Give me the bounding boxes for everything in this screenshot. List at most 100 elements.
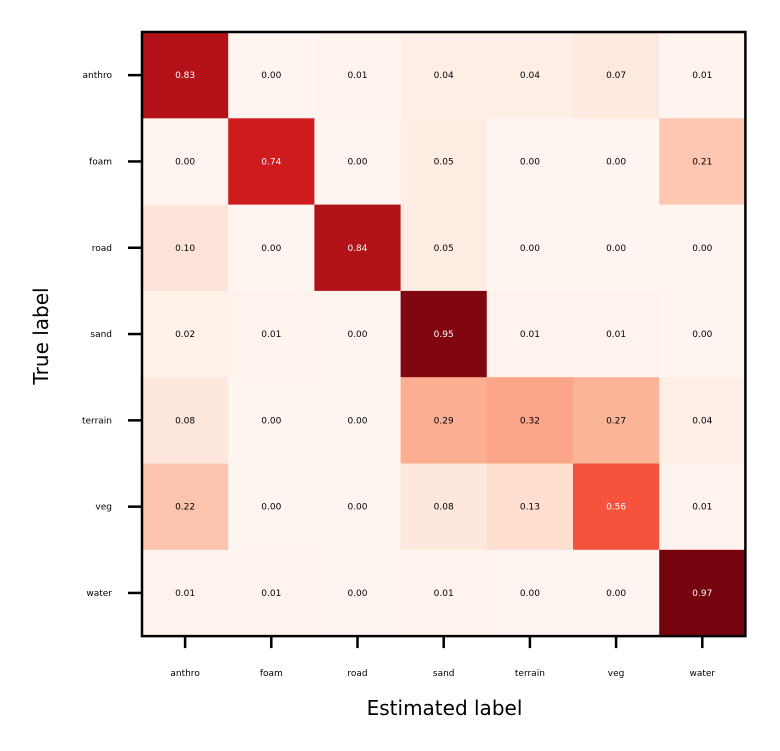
cell-value-label: 0.01 [606, 330, 626, 340]
x-axis-ticks: anthro foam road sand terrain veg water [170, 636, 715, 679]
heatmap-cell-terrain-sand [400, 377, 488, 465]
cell-value-label: 0.21 [692, 157, 712, 167]
cell-value-label: 0.00 [606, 589, 626, 599]
cell-value-label: 0.00 [692, 244, 712, 254]
y-tick-label: road [92, 244, 112, 254]
heatmap-cell-water-terrain [486, 549, 574, 637]
heatmap-cell-water-veg [573, 549, 660, 637]
cell-value-label: 0.00 [261, 416, 281, 426]
heatmap-cell-sand-water [659, 290, 746, 378]
x-tick-label: sand [433, 669, 455, 679]
x-tick-label: foam [260, 669, 283, 679]
heatmap-cell-road-veg [573, 204, 660, 292]
x-tick-label: water [689, 669, 715, 679]
cell-value-label: 0.00 [347, 330, 367, 340]
heatmap-cell-foam-terrain [486, 118, 574, 206]
cell-value-label: 0.00 [347, 157, 367, 167]
heatmap-cell-veg-sand [400, 463, 488, 551]
heatmap-cell-foam-sand [400, 118, 488, 206]
cell-value-label: 0.04 [520, 71, 540, 81]
heatmap-cell-terrain-road [314, 377, 402, 465]
heatmap-cell-veg-road [314, 463, 402, 551]
y-tick-label: sand [90, 330, 112, 340]
cell-value-label: 0.10 [175, 244, 195, 254]
cell-value-labels: 0.83 0.00 0.01 0.04 0.04 0.07 0.01 0.00 0.74 0.00… [175, 71, 713, 599]
cell-value-label: 0.01 [434, 589, 454, 599]
heatmap-cell-road-foam [228, 204, 315, 292]
x-axis-label: Estimated label [367, 696, 523, 720]
cell-value-label: 0.01 [692, 71, 712, 81]
cell-value-label: 0.04 [692, 416, 712, 426]
x-tick-label: veg [608, 669, 625, 679]
cell-value-label: 0.01 [175, 589, 195, 599]
cell-value-label: 0.00 [606, 157, 626, 167]
heatmap-cell-terrain-foam [228, 377, 315, 465]
cell-value-label: 0.83 [175, 71, 195, 81]
cell-value-label: 0.00 [347, 503, 367, 513]
heatmap-cell-sand-veg [573, 290, 660, 378]
y-tick-label: terrain [82, 416, 112, 426]
heatmap-cell-road-terrain [486, 204, 574, 292]
heatmap-cell-water-water [659, 549, 746, 637]
y-tick-label: water [86, 589, 112, 599]
heatmap-cell-sand-road [314, 290, 402, 378]
x-tick-label: anthro [170, 669, 200, 679]
heatmap-cells [142, 32, 746, 637]
cell-value-label: 0.07 [606, 71, 626, 81]
cell-value-label: 0.00 [692, 330, 712, 340]
heatmap-cell-veg-anthro [142, 463, 229, 551]
cell-value-label: 0.00 [347, 589, 367, 599]
cell-value-label: 0.00 [261, 71, 281, 81]
heatmap-cell-foam-water [659, 118, 746, 206]
cell-value-label: 0.01 [692, 503, 712, 513]
heatmap-cell-road-sand [400, 204, 488, 292]
heatmap-cell-water-foam [228, 549, 315, 637]
heatmap-cell-anthro-road [314, 32, 402, 119]
cell-value-label: 0.32 [520, 416, 540, 426]
heatmap-cell-anthro-anthro [142, 32, 229, 119]
cell-value-label: 0.01 [347, 71, 367, 81]
heatmap-cell-anthro-terrain [486, 32, 574, 119]
heatmap-cell-anthro-veg [573, 32, 660, 119]
heatmap-cell-terrain-terrain [486, 377, 574, 465]
y-tick-label: veg [95, 503, 112, 513]
cell-value-label: 0.00 [261, 503, 281, 513]
heatmap-cell-foam-veg [573, 118, 660, 206]
cell-value-label: 0.74 [261, 157, 281, 167]
heatmap-cell-foam-road [314, 118, 402, 206]
heatmap-cell-veg-veg [573, 463, 660, 551]
heatmap-cell-terrain-anthro [142, 377, 229, 465]
cell-value-label: 0.02 [175, 330, 195, 340]
cell-value-label: 0.13 [520, 503, 540, 513]
cell-value-label: 0.01 [520, 330, 540, 340]
cell-value-label: 0.01 [261, 589, 281, 599]
cell-value-label: 0.56 [606, 503, 626, 513]
cell-value-label: 0.00 [520, 157, 540, 167]
x-tick-label: terrain [515, 669, 545, 679]
heatmap-cell-sand-terrain [486, 290, 574, 378]
heatmap-cell-sand-sand [400, 290, 488, 378]
cell-value-label: 0.00 [261, 244, 281, 254]
heatmap-cell-water-anthro [142, 549, 229, 637]
cell-value-label: 0.08 [434, 503, 454, 513]
cell-value-label: 0.27 [606, 416, 626, 426]
cell-value-label: 0.29 [434, 416, 454, 426]
cell-value-label: 0.95 [434, 330, 454, 340]
heatmap-cell-foam-anthro [142, 118, 229, 206]
heatmap-cell-road-anthro [142, 204, 229, 292]
heatmap-cell-sand-foam [228, 290, 315, 378]
y-tick-label: anthro [83, 71, 113, 81]
y-axis-ticks: anthro foam road sand terrain veg water [82, 71, 142, 599]
heatmap-cell-water-sand [400, 549, 488, 637]
cell-value-label: 0.00 [347, 416, 367, 426]
cell-value-label: 0.00 [606, 244, 626, 254]
cell-value-label: 0.05 [434, 157, 454, 167]
heatmap-cell-veg-foam [228, 463, 315, 551]
cell-value-label: 0.04 [434, 71, 454, 81]
x-tick-label: road [347, 669, 367, 679]
heatmap-cell-veg-water [659, 463, 746, 551]
heatmap-cell-sand-anthro [142, 290, 229, 378]
y-tick-label: foam [89, 157, 112, 167]
heatmap-cell-anthro-foam [228, 32, 315, 119]
